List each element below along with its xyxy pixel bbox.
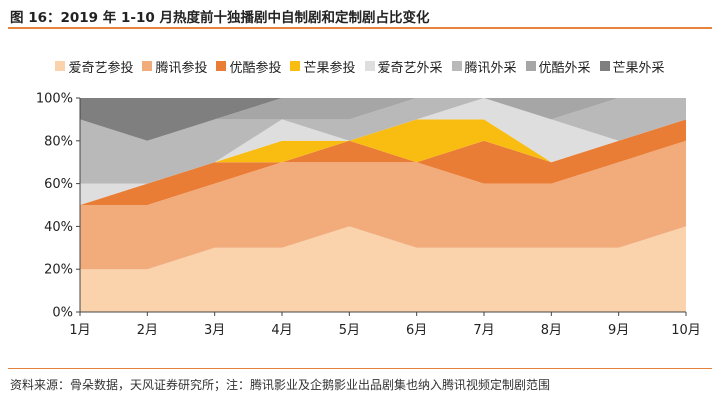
x-tick-label: 8月 (541, 323, 562, 338)
area-series (80, 226, 686, 312)
x-tick-label: 4月 (271, 323, 292, 338)
x-tick-label: 2月 (137, 323, 158, 338)
y-tick-label: 0% (52, 306, 73, 321)
y-tick-label: 40% (44, 220, 73, 235)
legend-label: 爱奇艺外采 (377, 60, 443, 76)
legend-item: 爱奇艺参投 (55, 57, 133, 76)
legend-item: 腾讯参投 (142, 57, 207, 76)
legend-item: 优酷外采 (525, 57, 591, 76)
y-tick-label: 20% (44, 263, 73, 278)
legend-item: 腾讯外采 (451, 57, 517, 76)
legend-item: 爱奇艺外采 (364, 57, 443, 76)
area-series (80, 140, 686, 270)
y-tick-label: 80% (44, 134, 73, 149)
legend-label: 腾讯外采 (464, 60, 517, 76)
legend-swatch (216, 61, 227, 71)
y-tick-label: 100% (36, 92, 73, 107)
x-tick-label: 5月 (339, 323, 360, 338)
legend-label: 腾讯参投 (155, 60, 208, 76)
chart-legend: 爱奇艺参投 腾讯参投 优酷参投 芒果参投 爱奇艺外采 腾讯外采 优酷外采 芒果外采 (0, 55, 720, 77)
legend-swatch (525, 61, 536, 71)
legend-label: 优酷参投 (229, 60, 282, 76)
legend-swatch (290, 61, 301, 71)
legend-swatch (142, 61, 153, 71)
legend-item: 优酷参投 (216, 57, 281, 76)
area-series (80, 98, 686, 141)
x-tick-label: 6月 (406, 323, 427, 338)
x-tick-label: 10月 (671, 323, 701, 338)
legend-label: 芒果外采 (612, 60, 665, 76)
area-series (80, 98, 686, 141)
x-tick-label: 3月 (204, 323, 225, 338)
chart-title: 图 16：2019 年 1-10 月热度前十独播剧中自制剧和定制剧占比变化 (10, 10, 430, 26)
legend-swatch (599, 61, 610, 71)
source-note: 资料来源：骨朵数据，天风证券研究所；注：腾讯影业及企鹅影业出品剧集也纳入腾讯视频… (10, 378, 551, 392)
legend-swatch (451, 61, 462, 71)
legend-label: 优酷外采 (538, 60, 591, 76)
legend-item: 芒果参投 (290, 57, 356, 76)
legend-swatch (364, 61, 375, 71)
area-series (80, 119, 686, 205)
area-series (80, 119, 686, 205)
legend-swatch (55, 61, 66, 71)
x-tick-label: 9月 (608, 323, 629, 338)
stacked-area-chart: 0% 20% 40% 60% 80% 100% 1月 2月 3月 4月 5月 6月 7月 8月 9月 10月 (36, 92, 701, 339)
x-tick-label: 1月 (69, 323, 90, 338)
y-tick-label: 60% (44, 177, 73, 192)
x-tick-label: 7月 (473, 323, 494, 338)
title-divider (8, 27, 712, 29)
area-series (80, 98, 686, 205)
legend-label: 芒果参投 (303, 60, 356, 76)
legend-item: 芒果外采 (599, 57, 665, 76)
footer-divider (8, 368, 712, 369)
legend-label: 爱奇艺参投 (68, 60, 134, 76)
